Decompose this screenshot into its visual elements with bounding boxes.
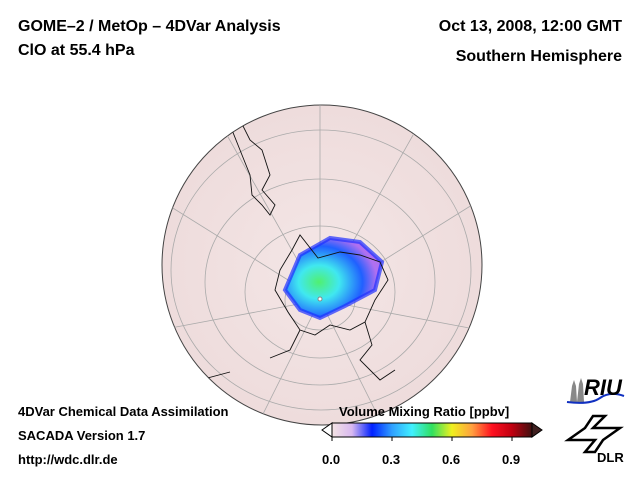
svg-text:RIU: RIU: [584, 375, 623, 400]
colorbar-tick-label: 0.9: [502, 452, 521, 467]
colorbar-ramp: [331, 422, 533, 438]
svg-text:DLR: DLR: [597, 450, 624, 465]
clo-field: [282, 235, 385, 321]
footer-url[interactable]: http://wdc.dlr.de: [18, 452, 118, 467]
dlr-logo: DLR: [564, 414, 624, 465]
south-pole-marker: [317, 296, 323, 302]
colorbar-title: Volume Mixing Ratio [ppbv]: [339, 404, 510, 419]
riu-logo: RIU: [566, 375, 625, 404]
colorbar: [321, 422, 543, 441]
footer-line2: SACADA Version 1.7: [18, 428, 146, 443]
colorbar-tick-label: 0.6: [442, 452, 461, 467]
region-label: Southern Hemisphere: [455, 48, 622, 65]
date-label: Oct 13, 2008, 12:00 GMT: [438, 18, 622, 35]
map-title: GOME–2 / MetOp – 4DVar Analysis: [18, 18, 281, 35]
species-label: ClO at 55.4 hPa: [18, 42, 135, 59]
colorbar-tick-label: 0.0: [322, 452, 341, 467]
colorbar-over-arrow: [531, 422, 543, 438]
coastlines: [169, 105, 461, 381]
colorbar-tick-label: 0.3: [382, 452, 401, 467]
footer-line1: 4DVar Chemical Data Assimilation: [18, 404, 229, 419]
